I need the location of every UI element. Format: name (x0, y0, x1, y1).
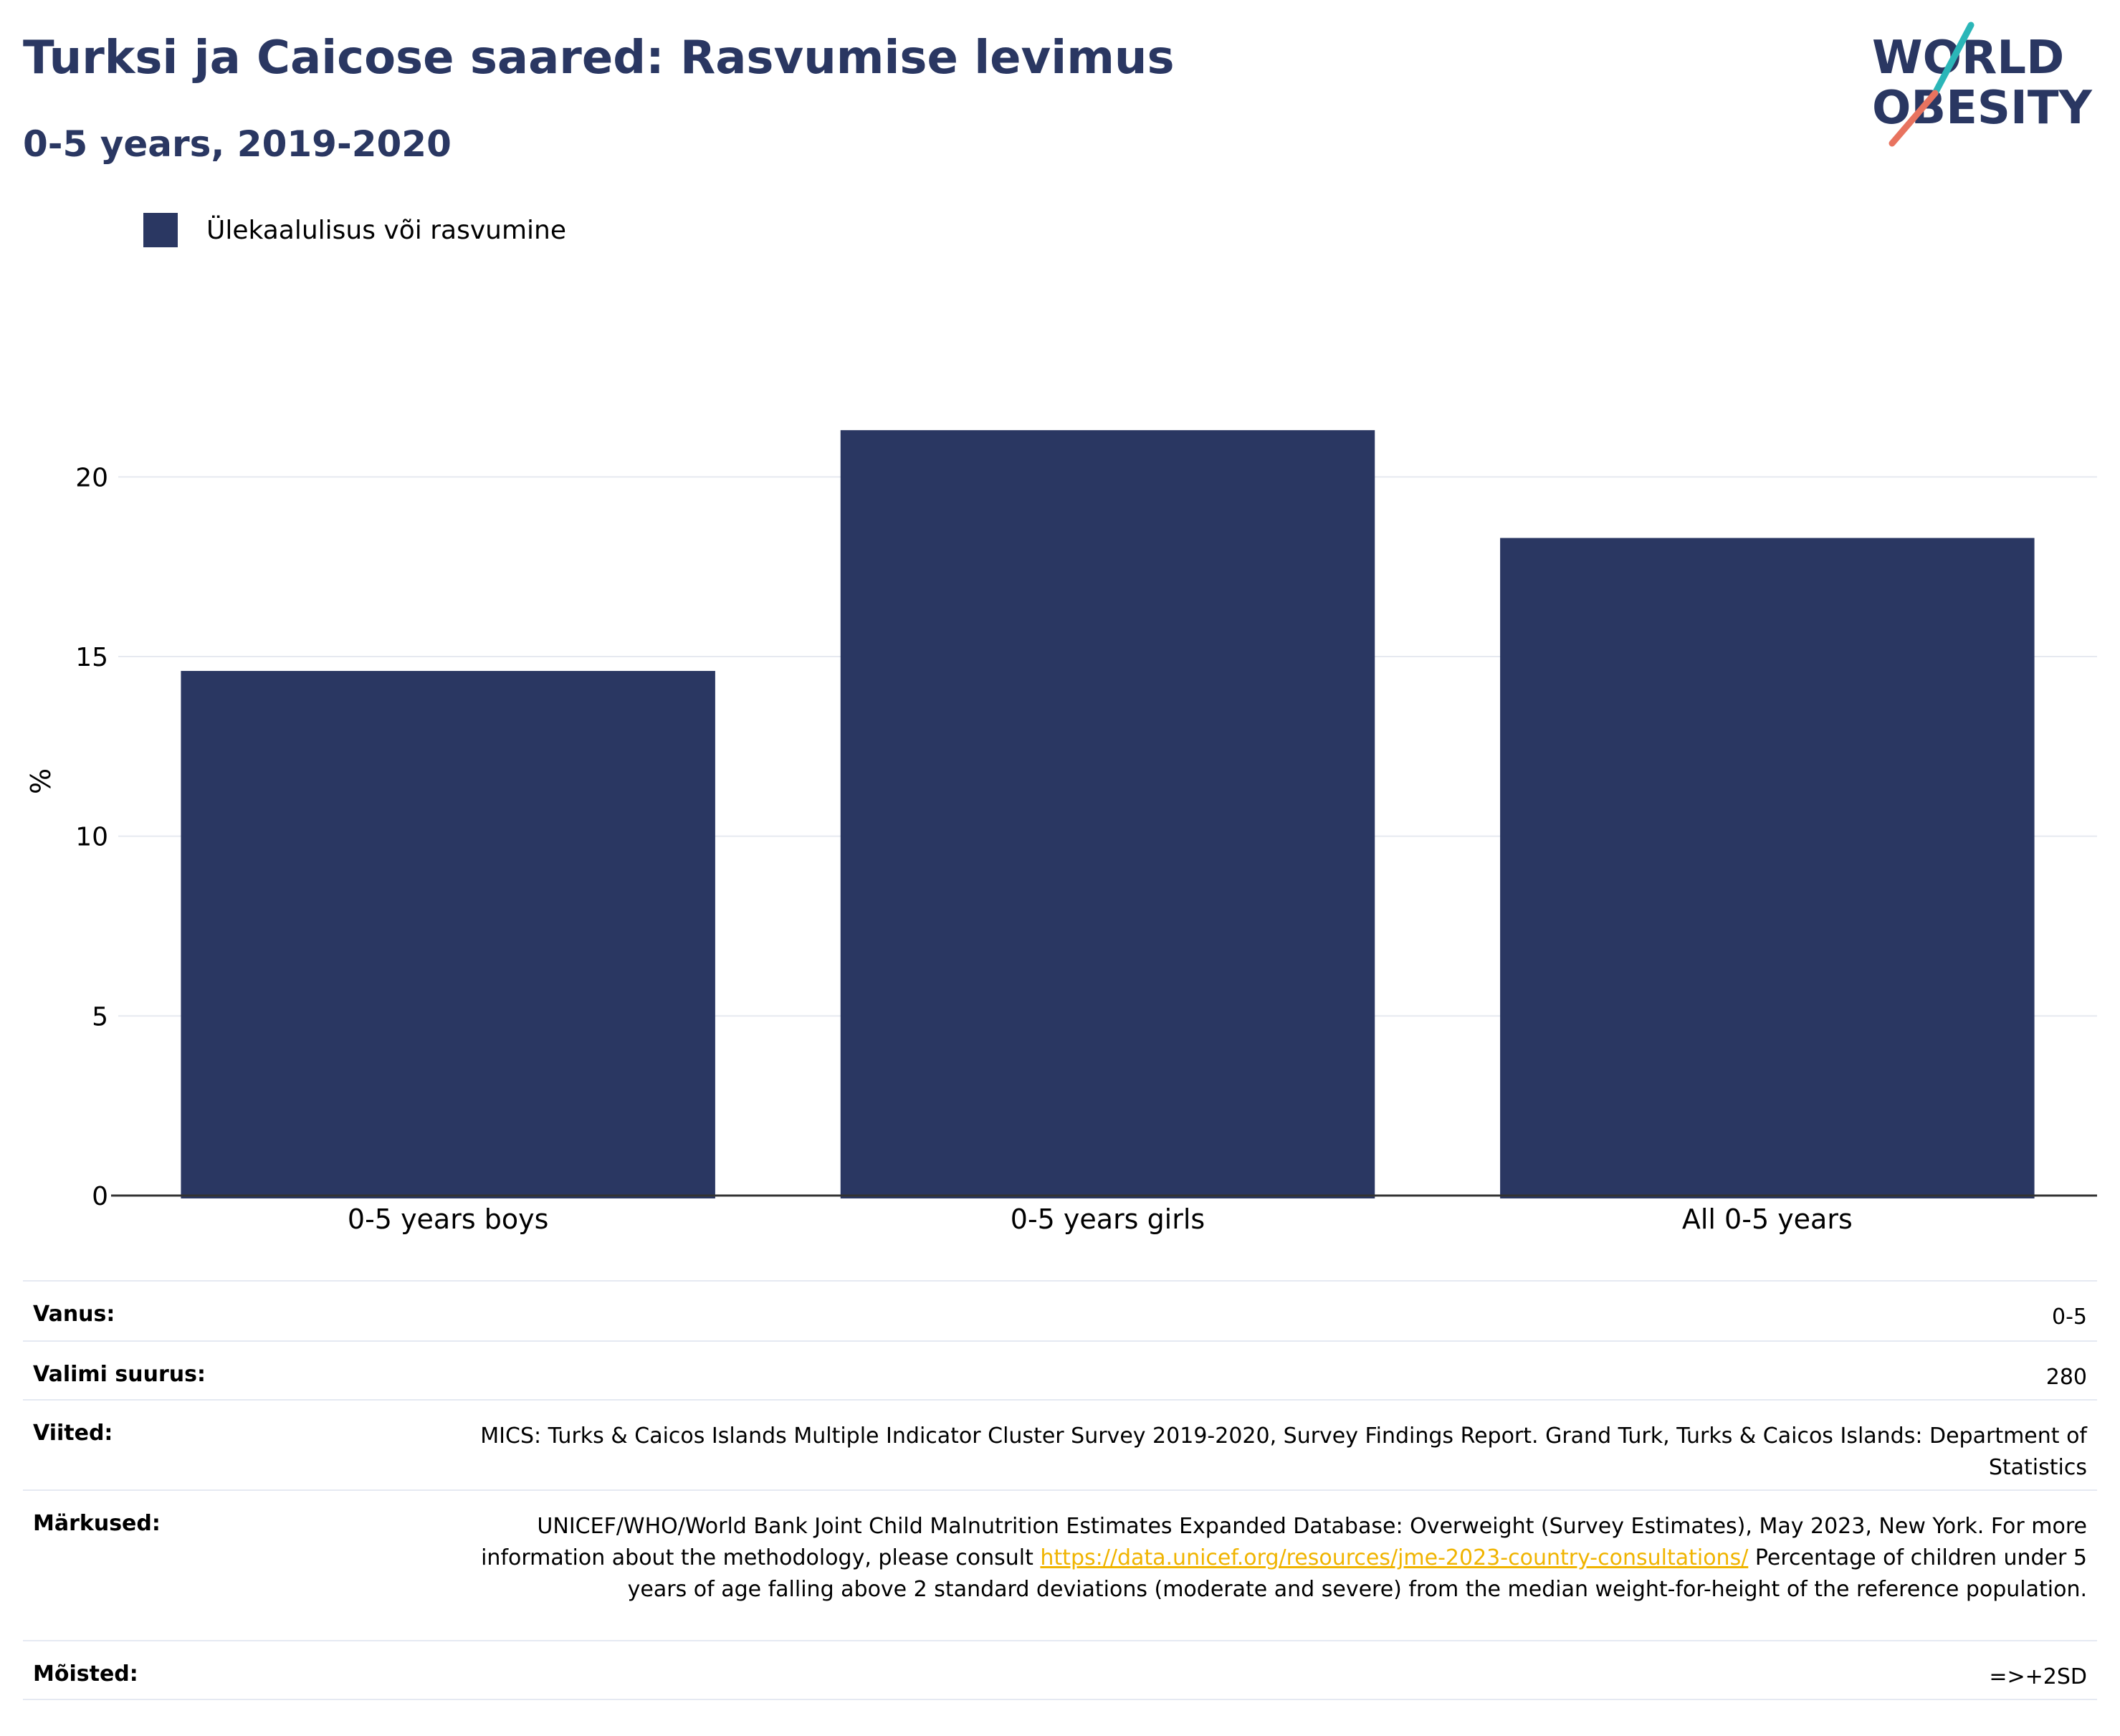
axes: 0 5 10 15 20 0-5 years boys 0-5 years girls All… (75, 463, 2097, 1235)
info-value-sample-size: 280 (2045, 1365, 2087, 1390)
bar-3 (1500, 538, 2035, 1198)
y-tick-label-15: 15 (75, 643, 108, 672)
legend[interactable]: Ülekaalulisus või rasvumine (143, 212, 566, 248)
info-value-notes: UNICEF/WHO/World Bank Joint Child Malnut… (474, 1511, 2087, 1606)
methodology-link[interactable]: https://data.unicef.org/resources/jme-20… (1040, 1545, 1749, 1570)
y-tick-label-10: 10 (75, 823, 108, 852)
logo-word-world: WORLD (1872, 32, 2064, 85)
info-value-age: 0-5 (2052, 1305, 2087, 1330)
legend-swatch (143, 213, 178, 247)
y-tick-label-0: 0 (92, 1182, 108, 1211)
x-tick-label-2: 0-5 years girls (1011, 1203, 1205, 1235)
logo-slash-teal (1932, 22, 1975, 97)
bars (181, 430, 2035, 1199)
info-row-notes: Märkused: UNICEF/WHO/World Bank Joint Ch… (23, 1489, 2097, 1640)
info-row-sample-size: Valimi suurus: 280 (23, 1340, 2097, 1399)
info-row-definitions: Mõisted: =>+2SD (23, 1640, 2097, 1700)
notes-text-1: UNICEF/WHO/World Bank Joint Child Malnut… (481, 1514, 2087, 1570)
legend-label: Ülekaalulisus või rasvumine (206, 215, 566, 245)
bar-2 (840, 430, 1375, 1199)
bar-1 (181, 671, 715, 1198)
y-axis-title: % (25, 768, 57, 794)
info-label-references: Viited: (33, 1421, 113, 1446)
chart-title: Turksi ja Caicose saared: Rasvumise levi… (23, 32, 1175, 85)
info-value-references: MICS: Turks & Caicos Islands Multiple In… (480, 1423, 2087, 1480)
info-row-age: Vanus: 0-5 (23, 1280, 2097, 1340)
info-label-age: Vanus: (33, 1302, 115, 1327)
bar-chart: 0 5 10 15 20 0-5 years boys 0-5 years girls All… (25, 430, 2097, 1235)
info-table: Vanus: 0-5 Valimi suurus: 280 Viited: MI… (23, 1280, 2097, 1700)
info-label-notes: Märkused: (33, 1511, 161, 1536)
info-row-references: Viited: MICS: Turks & Caicos Islands Mul… (23, 1399, 2097, 1489)
info-value-definitions: =>+2SD (1989, 1664, 2087, 1689)
notes-text-2: Percentage of children under 5 years of … (627, 1545, 2087, 1602)
y-tick-label-20: 20 (75, 463, 108, 492)
logo-slash-coral (1889, 90, 1939, 147)
info-label-sample-size: Valimi suurus: (33, 1362, 206, 1387)
chart-subtitle: 0-5 years, 2019-2020 (23, 123, 452, 165)
x-tick-label-1: 0-5 years boys (348, 1203, 548, 1235)
y-tick-label-5: 5 (92, 1002, 108, 1031)
x-tick-label-3: All 0-5 years (1682, 1203, 1853, 1235)
world-obesity-logo: WORLD OBESITY (1872, 22, 2092, 147)
info-label-definitions: Mõisted: (33, 1661, 138, 1687)
